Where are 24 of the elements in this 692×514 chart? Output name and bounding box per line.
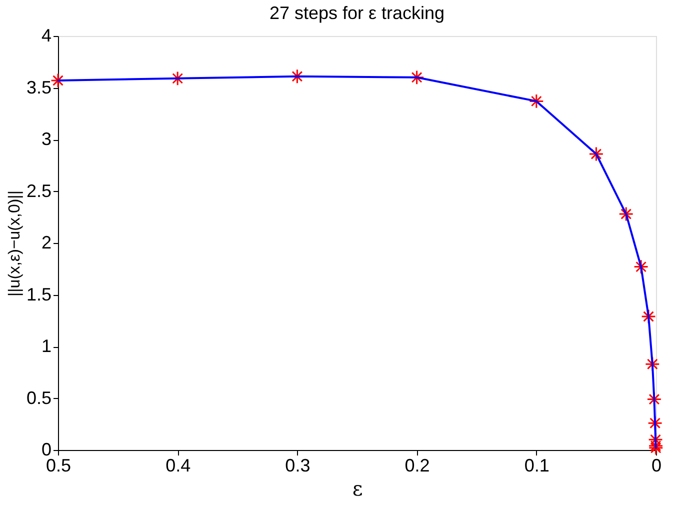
y-tick-label: 3 bbox=[41, 129, 52, 149]
y-tick-label: 1.5 bbox=[26, 284, 52, 304]
point bbox=[634, 259, 649, 274]
y-tick-label: 0 bbox=[41, 440, 52, 460]
x-tick-label: 0.2 bbox=[404, 456, 430, 476]
x-tick-label: 0.1 bbox=[524, 456, 550, 476]
point bbox=[588, 146, 604, 162]
x-axis-title: ε bbox=[352, 476, 363, 500]
x-tick-label: 0.4 bbox=[166, 456, 191, 476]
y-axis-title: ||u(x,ε)−u(x,0)|| bbox=[6, 190, 24, 296]
point bbox=[50, 73, 66, 88]
x-tick-label: 0 bbox=[651, 456, 662, 476]
point bbox=[528, 94, 544, 109]
y-tick-label: 0.5 bbox=[26, 388, 52, 408]
y-tick-label: 2 bbox=[41, 232, 52, 252]
y-tick-label: 1 bbox=[41, 336, 52, 356]
y-tick-label: 2.5 bbox=[26, 180, 52, 201]
y-tick-label: 4 bbox=[41, 26, 52, 46]
x-tick-label: 0.3 bbox=[285, 456, 310, 476]
point bbox=[641, 309, 656, 324]
point bbox=[618, 206, 634, 222]
y-tick-label: 3.5 bbox=[26, 77, 52, 98]
point bbox=[409, 70, 424, 85]
chart-title: 27 steps for ε tracking bbox=[269, 3, 445, 23]
